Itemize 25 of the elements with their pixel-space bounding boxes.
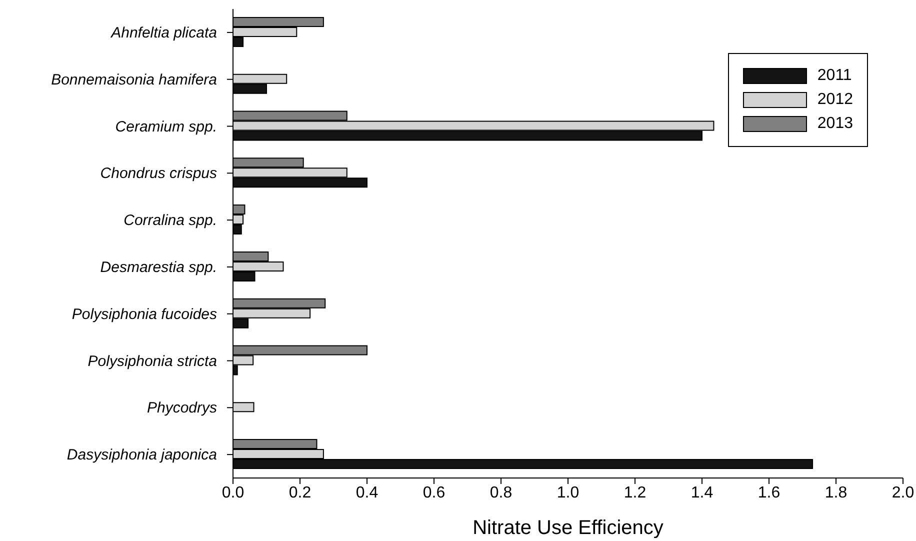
x-tick-label: 1.6 [758, 484, 780, 502]
y-tick-label: Ceramium spp. [115, 118, 217, 136]
y-tick-label: Polysiphonia fucoides [72, 306, 218, 323]
legend-label: 2011 [817, 67, 852, 85]
y-tick-label: Dasysiphonia japonica [66, 446, 217, 464]
y-tick-label: Chondrus crispus [100, 165, 218, 182]
x-axis-title: Nitrate Use Efficiency [472, 517, 664, 539]
y-tick-label: Corralina spp. [124, 212, 217, 230]
x-tick-label: 1.4 [690, 484, 714, 502]
x-tick-label: 0.6 [422, 484, 446, 502]
x-tick-label: 1.2 [624, 484, 646, 502]
legend-label: 2013 [817, 115, 853, 133]
y-tick-label: Bonnemaisonia hamifera [51, 71, 217, 88]
x-tick-label: 1.0 [556, 484, 580, 502]
x-tick-label: 0.8 [490, 484, 512, 502]
y-tick-label: Polysiphonia stricta [88, 352, 217, 370]
y-tick-label: Phycodrys [146, 400, 218, 417]
x-tick-label: 0.2 [288, 484, 312, 502]
x-tick-label: 0.4 [356, 484, 378, 502]
y-tick-label: Desmarestia spp. [100, 258, 217, 276]
x-tick-label: 2.0 [892, 484, 914, 502]
y-tick-label: Ahnfeltia plicata [110, 24, 217, 42]
x-tick-label: 1.8 [824, 484, 848, 502]
x-tick-label: 0.0 [222, 484, 244, 502]
legend-label: 2012 [817, 91, 853, 109]
